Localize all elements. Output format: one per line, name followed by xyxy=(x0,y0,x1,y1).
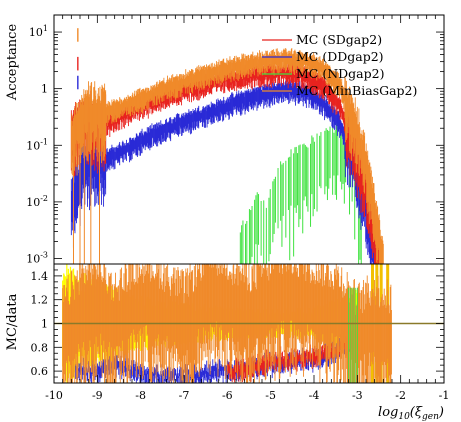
x-tick-label: -1 xyxy=(439,389,450,402)
x-label-sub: 10 xyxy=(398,412,410,422)
x-tick-label: -5 xyxy=(265,389,276,402)
series-minbias-spikes xyxy=(73,118,100,264)
ratio-y-tick-label: 0.8 xyxy=(31,341,49,354)
x-label-end: ) xyxy=(438,405,444,420)
x-tick-label: -10 xyxy=(45,389,63,402)
ratio-y-tick-label: 1.2 xyxy=(31,294,49,307)
acceptance-panel xyxy=(53,14,445,265)
y-tick-label: 10-1 xyxy=(26,137,48,152)
ratio-y-tick-label: 0.6 xyxy=(31,365,49,378)
x-tick-label: -7 xyxy=(179,389,190,402)
y-tick-exponent: -3 xyxy=(40,251,48,260)
x-tick-label: -9 xyxy=(92,389,103,402)
y-tick-mantissa: 10 xyxy=(26,196,40,209)
y-tick-label: 10-3 xyxy=(26,251,48,266)
ratio-panel xyxy=(53,263,445,384)
series-mc-ndgap2- xyxy=(239,120,362,264)
ratio-y-tick-label: 1.4 xyxy=(31,270,49,283)
y-tick-exponent: 1 xyxy=(43,24,48,33)
x-tick-label: -4 xyxy=(309,389,320,402)
legend-label: MC (SDgap2) xyxy=(296,32,382,47)
y-tick-mantissa: 1 xyxy=(41,83,48,96)
y-tick-mantissa: 10 xyxy=(26,253,40,266)
ratio-series-mc-minbiasgap2- xyxy=(62,264,392,383)
y-tick-exponent: -2 xyxy=(40,194,48,203)
x-label-arg: (ξ xyxy=(410,405,423,420)
legend-label: MC (DDgap2) xyxy=(296,49,384,64)
x-tick-label: -8 xyxy=(135,389,146,402)
y-tick-mantissa: 10 xyxy=(26,139,40,152)
x-tick-label: -3 xyxy=(352,389,363,402)
x-axis-label: log10(ξgen) xyxy=(378,405,444,422)
acceptance-ylabel: Acceptance xyxy=(5,24,20,102)
ratio-y-tick-label: 1 xyxy=(41,318,48,331)
y-tick-label: 101 xyxy=(29,24,48,39)
ratio-series-nd xyxy=(348,287,358,383)
legend-label: MC (NDgap2) xyxy=(296,66,384,81)
y-tick-exponent: -1 xyxy=(40,137,48,146)
acceptance-data xyxy=(70,28,384,264)
y-tick-label: 1 xyxy=(41,83,48,96)
x-tick-label: -6 xyxy=(222,389,233,402)
y-tick-label: 10-2 xyxy=(26,194,48,209)
series-mc-minbiasgap2- xyxy=(70,48,384,264)
legend: MC (SDgap2) MC (DDgap2) MC (NDgap2) MC (Min… xyxy=(262,32,417,98)
y-tick-mantissa: 10 xyxy=(29,26,43,39)
x-label-arg-sub: gen xyxy=(422,412,439,422)
x-label-base: log xyxy=(378,405,398,420)
ratio-ylabel: MC/data xyxy=(5,293,20,350)
axes-labels: 10-310-210-11101Acceptance0.60.811.21.4-… xyxy=(5,24,449,422)
x-tick-label: -2 xyxy=(395,389,406,402)
legend-label: MC (MinBiasGap2) xyxy=(296,83,417,98)
